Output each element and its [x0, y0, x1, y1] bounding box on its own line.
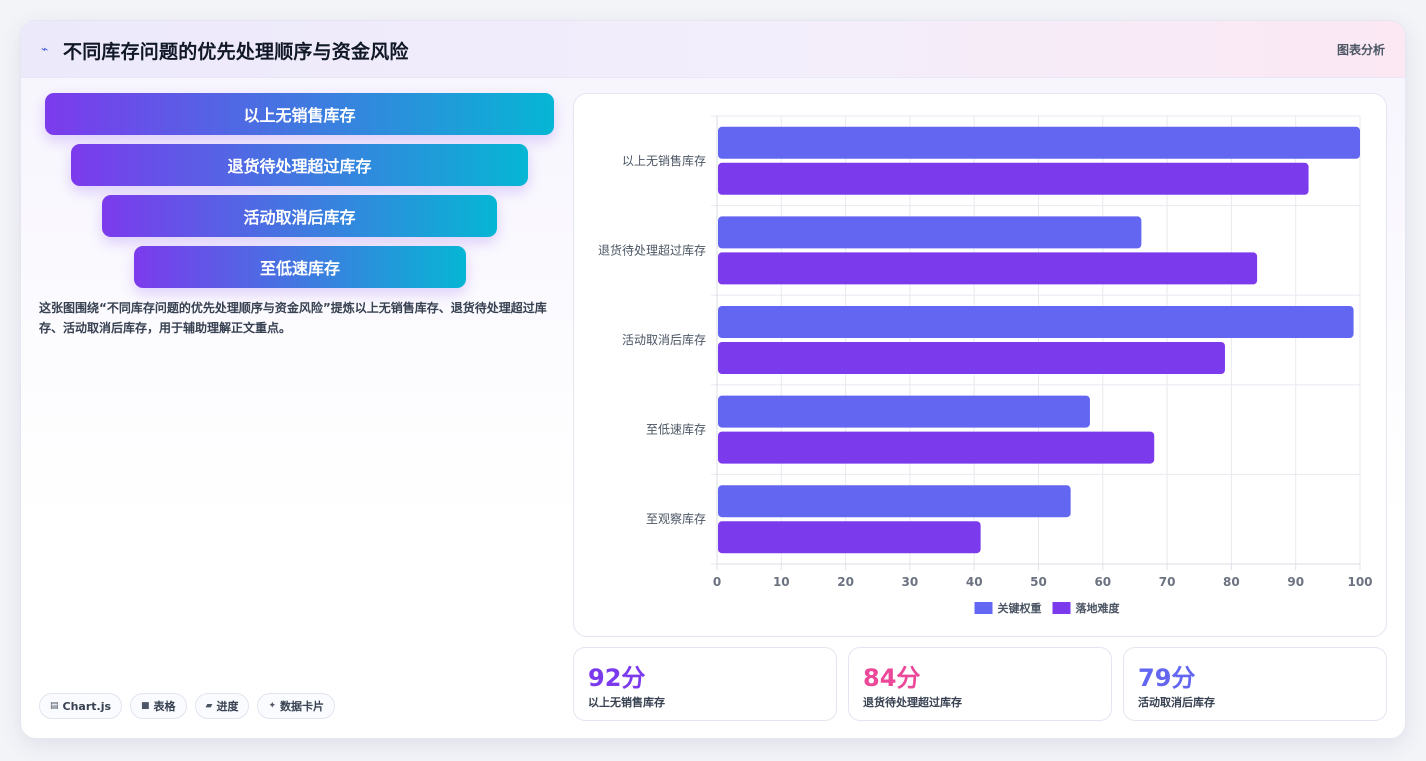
y-tick-label: 退货待处理超过库存 [598, 242, 706, 257]
stat-card-1: 92分 以上无销售库存 [573, 647, 837, 721]
bar [718, 342, 1225, 374]
x-tick-label: 90 [1287, 575, 1304, 589]
bar [718, 216, 1142, 249]
legend-swatch [974, 602, 993, 614]
tag-table[interactable]: ■ 表格 [130, 693, 187, 719]
x-tick-label: 10 [773, 575, 790, 589]
funnel-label: 活动取消后库存 [243, 208, 356, 227]
x-tick-label: 100 [1347, 575, 1372, 589]
stat-card-3: 79分 活动取消后库存 [1123, 647, 1387, 721]
bar [718, 485, 1071, 518]
tag-label: Chart.js [62, 699, 112, 713]
bar [718, 162, 1309, 195]
bar [718, 521, 981, 554]
sparkle-icon: ✦ [268, 701, 277, 711]
chart-description: 这张图围绕“不同库存问题的优先处理顺序与资金风险”提炼以上无销售库存、退货待处理… [39, 301, 547, 335]
y-tick-label: 至低速库存 [646, 422, 706, 437]
tag-data-card[interactable]: ✦ 数据卡片 [257, 693, 336, 719]
funnel-item-1: 以上无销售库存 [45, 93, 554, 135]
funnel-label: 以上无销售库存 [243, 106, 356, 125]
chart-panel: 0 10 20 30 40 50 60 70 80 90 100 以上无销售库存退货待处理超过库存活动… [573, 93, 1387, 637]
legend-label: 落地难度 [1076, 601, 1121, 615]
stat-value: 84分 [863, 664, 921, 692]
bar [718, 395, 1090, 428]
stat-value: 79分 [1138, 664, 1196, 692]
funnel-label: 至低速库存 [259, 259, 340, 278]
bar-chart: 0 10 20 30 40 50 60 70 80 90 100 以上无销售库存退货待处理超过库存活动… [598, 115, 1373, 615]
stat-value: 92分 [588, 664, 646, 692]
x-tick-label: 80 [1223, 575, 1240, 589]
y-tick-label: 以上无销售库存 [622, 153, 706, 168]
table-icon: ■ [141, 701, 150, 711]
stat-label: 退货待处理超过库存 [863, 696, 962, 709]
page-title: 不同库存问题的优先处理顺序与资金风险 [63, 41, 409, 63]
spark-icon: ⌁ [41, 42, 49, 56]
stat-label: 活动取消后库存 [1138, 696, 1215, 709]
x-tick-label: 60 [1094, 575, 1111, 589]
progress-icon: ▰ [205, 701, 213, 711]
stat-label: 以上无销售库存 [588, 696, 665, 709]
funnel-item-3: 活动取消后库存 [102, 195, 497, 237]
y-tick-label: 至观察库存 [646, 511, 706, 526]
bar [718, 252, 1258, 285]
funnel-item-4: 至低速库存 [134, 246, 466, 288]
legend-label: 关键权重 [998, 601, 1042, 615]
main-card: ⌁ 不同库存问题的优先处理顺序与资金风险 图表分析 以上无销售库存 退货待处理超… [20, 20, 1406, 739]
bar [718, 306, 1354, 338]
bar [718, 431, 1155, 464]
tag-label: 数据卡片 [280, 700, 325, 713]
tag-label: 进度 [216, 700, 239, 713]
x-tick-label: 70 [1159, 575, 1176, 589]
x-tick-label: 50 [1030, 575, 1047, 589]
tag-chartjs[interactable]: ▤ Chart.js [39, 693, 123, 719]
chart-analysis-link[interactable]: 图表分析 [1336, 43, 1385, 57]
x-tick-label: 40 [966, 575, 983, 589]
bar [718, 126, 1360, 159]
x-tick-label: 20 [837, 575, 854, 589]
y-tick-label: 活动取消后库存 [622, 332, 706, 347]
tag-progress[interactable]: ▰ 进度 [194, 693, 250, 719]
x-tick-label: 30 [902, 575, 919, 589]
funnel-label: 退货待处理超过库存 [227, 157, 372, 176]
chart-icon: ▤ [50, 701, 59, 711]
x-tick-label: 0 [713, 575, 721, 589]
header: ⌁ 不同库存问题的优先处理顺序与资金风险 图表分析 [21, 21, 1405, 78]
funnel-item-2: 退货待处理超过库存 [71, 144, 528, 186]
tag-label: 表格 [153, 700, 176, 713]
legend-swatch [1052, 602, 1071, 614]
tag-list: ▤ Chart.js ■ 表格 ▰ 进度 ✦ 数据卡片 [39, 693, 336, 719]
stat-card-2: 84分 退货待处理超过库存 [848, 647, 1112, 721]
